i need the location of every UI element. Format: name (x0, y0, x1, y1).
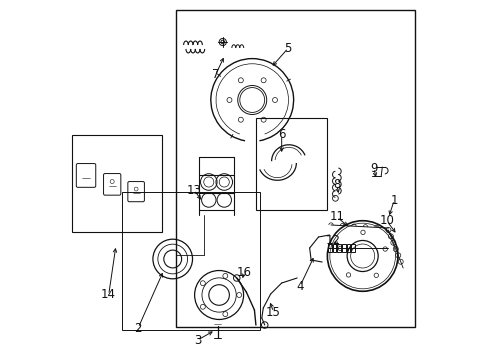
Text: 10: 10 (379, 215, 394, 228)
Bar (176, 10, 414, 327)
Bar (337, 244, 340, 252)
Text: 6: 6 (277, 129, 285, 141)
Text: 2: 2 (134, 321, 142, 334)
Text: 11: 11 (329, 211, 344, 224)
Text: 16: 16 (236, 266, 251, 279)
Text: 14: 14 (101, 288, 116, 301)
Bar (122, 192, 259, 330)
Bar (351, 244, 354, 252)
Text: 5: 5 (284, 41, 291, 54)
Text: 3: 3 (194, 333, 201, 346)
Text: 1: 1 (390, 194, 397, 207)
Text: 13: 13 (186, 184, 201, 197)
Bar (346, 244, 350, 252)
Bar (332, 244, 336, 252)
Bar (72, 135, 162, 232)
Text: 12: 12 (325, 234, 340, 247)
Text: 7: 7 (211, 68, 219, 81)
Bar (327, 244, 331, 252)
Text: 4: 4 (296, 279, 303, 292)
Text: 8: 8 (332, 179, 340, 192)
Text: 15: 15 (265, 306, 281, 319)
Bar (342, 244, 345, 252)
Text: 9: 9 (369, 162, 377, 175)
Bar (255, 118, 326, 210)
